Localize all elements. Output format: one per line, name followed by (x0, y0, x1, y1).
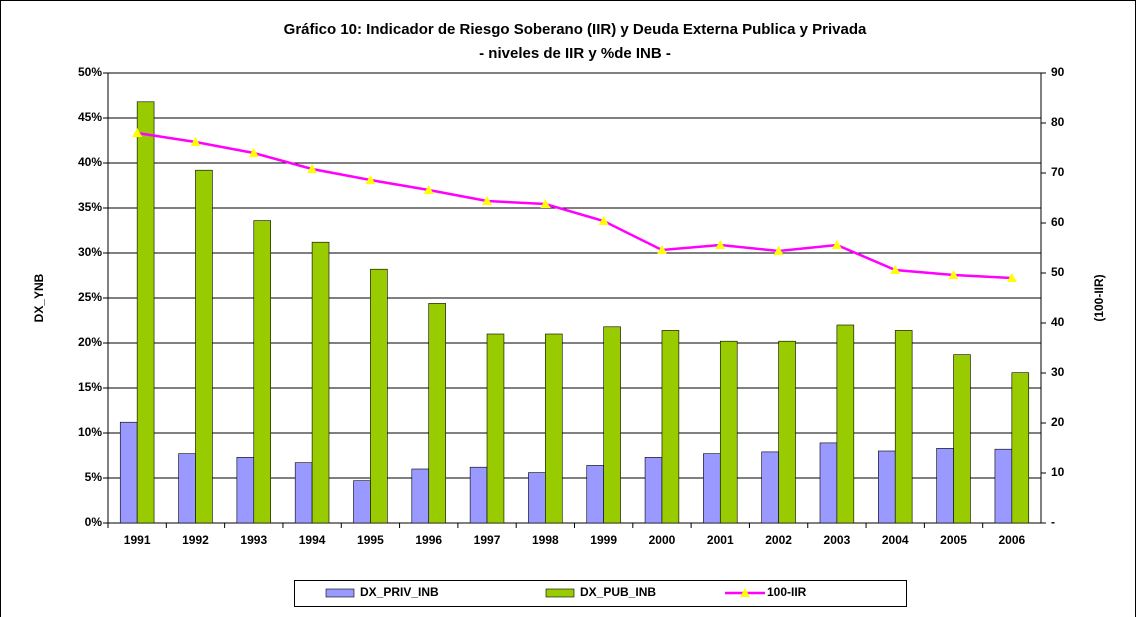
line (136, 131, 1012, 280)
marker (423, 185, 434, 194)
chart-title: Gráfico 10: Indicador de Riesgo Soberano… (284, 21, 867, 38)
y2-tick-label: 60 (1051, 215, 1065, 229)
bar (894, 330, 913, 524)
bar (719, 340, 738, 524)
bar (353, 480, 371, 524)
bar (195, 169, 213, 524)
bar (136, 101, 155, 524)
bar (311, 241, 330, 524)
marker (598, 216, 609, 225)
legend-label: DX_PUB_INB (580, 585, 656, 599)
y2-tick-label: 80 (1051, 115, 1065, 129)
legend-label: DX_PRIV_INB (360, 585, 439, 599)
bar (603, 326, 621, 524)
y2-tick-label: 10 (1051, 465, 1065, 479)
marker (715, 240, 726, 249)
y-tick-label: 40% (78, 155, 102, 169)
legend-label: 100-IIR (767, 585, 807, 599)
y-tick-label: 20% (78, 335, 102, 349)
y2-tick-label: 30 (1051, 365, 1065, 379)
x-tick-label: 1992 (182, 533, 209, 547)
bar (953, 354, 971, 524)
y-tick-label: 15% (78, 380, 102, 394)
bar (428, 303, 446, 524)
y-tick-label: 50% (78, 65, 102, 79)
marker (948, 270, 959, 279)
y2-axis-label: (100-IIR) (1092, 274, 1106, 321)
bar (411, 468, 430, 524)
bar (119, 421, 138, 524)
y-tick-label: 0% (85, 515, 103, 529)
legend-marker (740, 588, 750, 597)
bar (761, 451, 779, 524)
marker (890, 265, 901, 274)
y-axis-label: DX_YNB (32, 273, 46, 322)
y-tick-label: 25% (78, 290, 102, 304)
bar (661, 330, 680, 524)
chart-subtitle: - niveles de IIR y %de INB - (479, 45, 671, 62)
x-tick-label: 2001 (707, 533, 734, 547)
x-tick-label: 2006 (998, 533, 1025, 547)
bar (370, 268, 388, 524)
x-tick-label: 2000 (649, 533, 676, 547)
y2-tick-label: 70 (1051, 165, 1065, 179)
x-tick-label: 1997 (474, 533, 501, 547)
marker (1006, 273, 1017, 282)
legend-swatch (325, 588, 355, 598)
bar (469, 466, 488, 524)
bar (836, 324, 855, 524)
bar (294, 462, 313, 524)
y2-tick-label: 50 (1051, 265, 1065, 279)
y-tick-label: 30% (78, 245, 102, 259)
y-tick-label: 45% (78, 110, 102, 124)
bar (778, 340, 796, 524)
x-tick-label: 2005 (940, 533, 967, 547)
marker (365, 175, 376, 184)
y-tick-label: 5% (85, 470, 103, 484)
y2-tick-label: 90 (1051, 65, 1065, 79)
marker (132, 128, 143, 137)
x-tick-label: 1999 (590, 533, 617, 547)
bar (1011, 372, 1030, 524)
x-tick-label: 1993 (240, 533, 267, 547)
y-tick-label: 10% (78, 425, 102, 439)
bar (486, 333, 505, 524)
x-tick-label: 1995 (357, 533, 384, 547)
bar (703, 453, 721, 524)
y2-tick-label: - (1051, 515, 1055, 529)
bar (528, 472, 546, 524)
legend (294, 580, 907, 607)
bar (253, 220, 271, 524)
marker (831, 240, 842, 249)
x-tick-label: 2003 (824, 533, 851, 547)
marker (307, 164, 318, 173)
legend-swatch (545, 588, 575, 598)
marker (540, 199, 551, 208)
marker (248, 148, 259, 157)
x-tick-label: 1991 (124, 533, 151, 547)
marker (190, 137, 201, 146)
bar (236, 456, 255, 524)
y-tick-label: 35% (78, 200, 102, 214)
bar (586, 465, 604, 524)
bar (994, 448, 1013, 524)
x-tick-label: 2002 (765, 533, 792, 547)
x-tick-label: 1994 (299, 533, 326, 547)
x-tick-label: 1996 (415, 533, 442, 547)
bar (644, 456, 663, 524)
bar (878, 450, 896, 524)
bar (178, 453, 196, 524)
bar (936, 447, 954, 524)
marker (482, 196, 493, 205)
x-tick-label: 2004 (882, 533, 909, 547)
bar (545, 333, 563, 524)
marker (656, 245, 667, 254)
y2-tick-label: 40 (1051, 315, 1065, 329)
marker (773, 246, 784, 255)
x-tick-label: 1998 (532, 533, 559, 547)
y2-tick-label: 20 (1051, 415, 1065, 429)
bar (819, 442, 838, 524)
